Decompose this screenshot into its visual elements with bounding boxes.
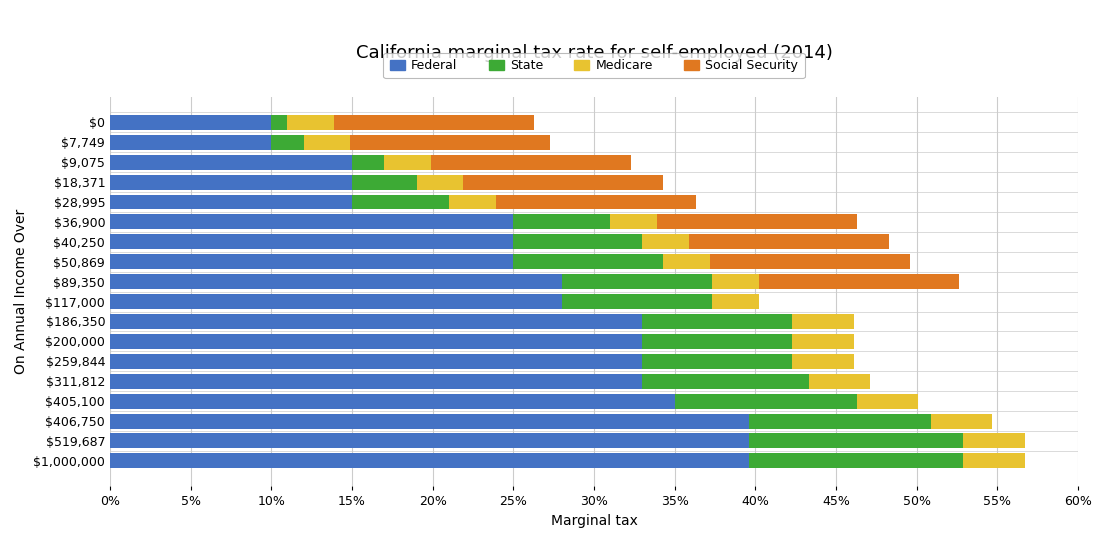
- Bar: [749, 434, 964, 448]
- Bar: [110, 314, 642, 329]
- Bar: [663, 254, 711, 269]
- Bar: [417, 174, 463, 190]
- Bar: [562, 294, 712, 309]
- Bar: [384, 154, 431, 170]
- Bar: [690, 234, 889, 249]
- Bar: [964, 454, 1025, 468]
- Bar: [352, 194, 449, 210]
- Bar: [749, 414, 932, 429]
- Bar: [749, 454, 964, 468]
- Bar: [110, 434, 749, 448]
- Bar: [642, 334, 792, 349]
- Bar: [562, 274, 712, 289]
- Bar: [759, 274, 958, 289]
- Bar: [110, 374, 642, 389]
- Bar: [610, 214, 657, 230]
- Bar: [110, 174, 352, 190]
- Bar: [496, 194, 695, 210]
- Bar: [514, 234, 642, 249]
- Bar: [110, 274, 562, 289]
- Bar: [334, 115, 535, 130]
- Bar: [110, 414, 749, 429]
- Bar: [712, 294, 759, 309]
- Bar: [110, 454, 749, 468]
- Bar: [642, 314, 792, 329]
- Legend: Federal, State, Medicare, Social Security: Federal, State, Medicare, Social Securit…: [384, 53, 804, 78]
- Bar: [110, 214, 514, 230]
- Bar: [449, 194, 496, 210]
- Bar: [287, 115, 334, 130]
- Bar: [711, 254, 910, 269]
- Bar: [932, 414, 992, 429]
- Bar: [792, 354, 854, 369]
- Bar: [657, 214, 857, 230]
- Bar: [351, 135, 550, 150]
- Bar: [110, 294, 562, 309]
- Bar: [352, 174, 417, 190]
- Bar: [792, 334, 854, 349]
- Bar: [110, 334, 642, 349]
- Bar: [110, 115, 272, 130]
- Bar: [857, 394, 918, 409]
- Bar: [110, 154, 352, 170]
- Bar: [642, 374, 808, 389]
- Bar: [272, 115, 287, 130]
- Y-axis label: On Annual Income Over: On Annual Income Over: [13, 209, 28, 374]
- Bar: [304, 135, 351, 150]
- Bar: [808, 374, 870, 389]
- Bar: [352, 154, 384, 170]
- Bar: [642, 354, 792, 369]
- Bar: [792, 314, 854, 329]
- Bar: [431, 154, 631, 170]
- Bar: [110, 254, 514, 269]
- X-axis label: Marginal tax: Marginal tax: [551, 514, 637, 528]
- Bar: [110, 135, 272, 150]
- Bar: [514, 254, 663, 269]
- Bar: [712, 274, 759, 289]
- Bar: [110, 394, 674, 409]
- Bar: [463, 174, 663, 190]
- Bar: [964, 434, 1025, 448]
- Bar: [674, 394, 857, 409]
- Bar: [514, 214, 611, 230]
- Bar: [110, 234, 514, 249]
- Title: California marginal tax rate for self-employed (2014): California marginal tax rate for self-em…: [355, 44, 833, 62]
- Bar: [642, 234, 690, 249]
- Bar: [110, 194, 352, 210]
- Bar: [110, 354, 642, 369]
- Bar: [272, 135, 304, 150]
